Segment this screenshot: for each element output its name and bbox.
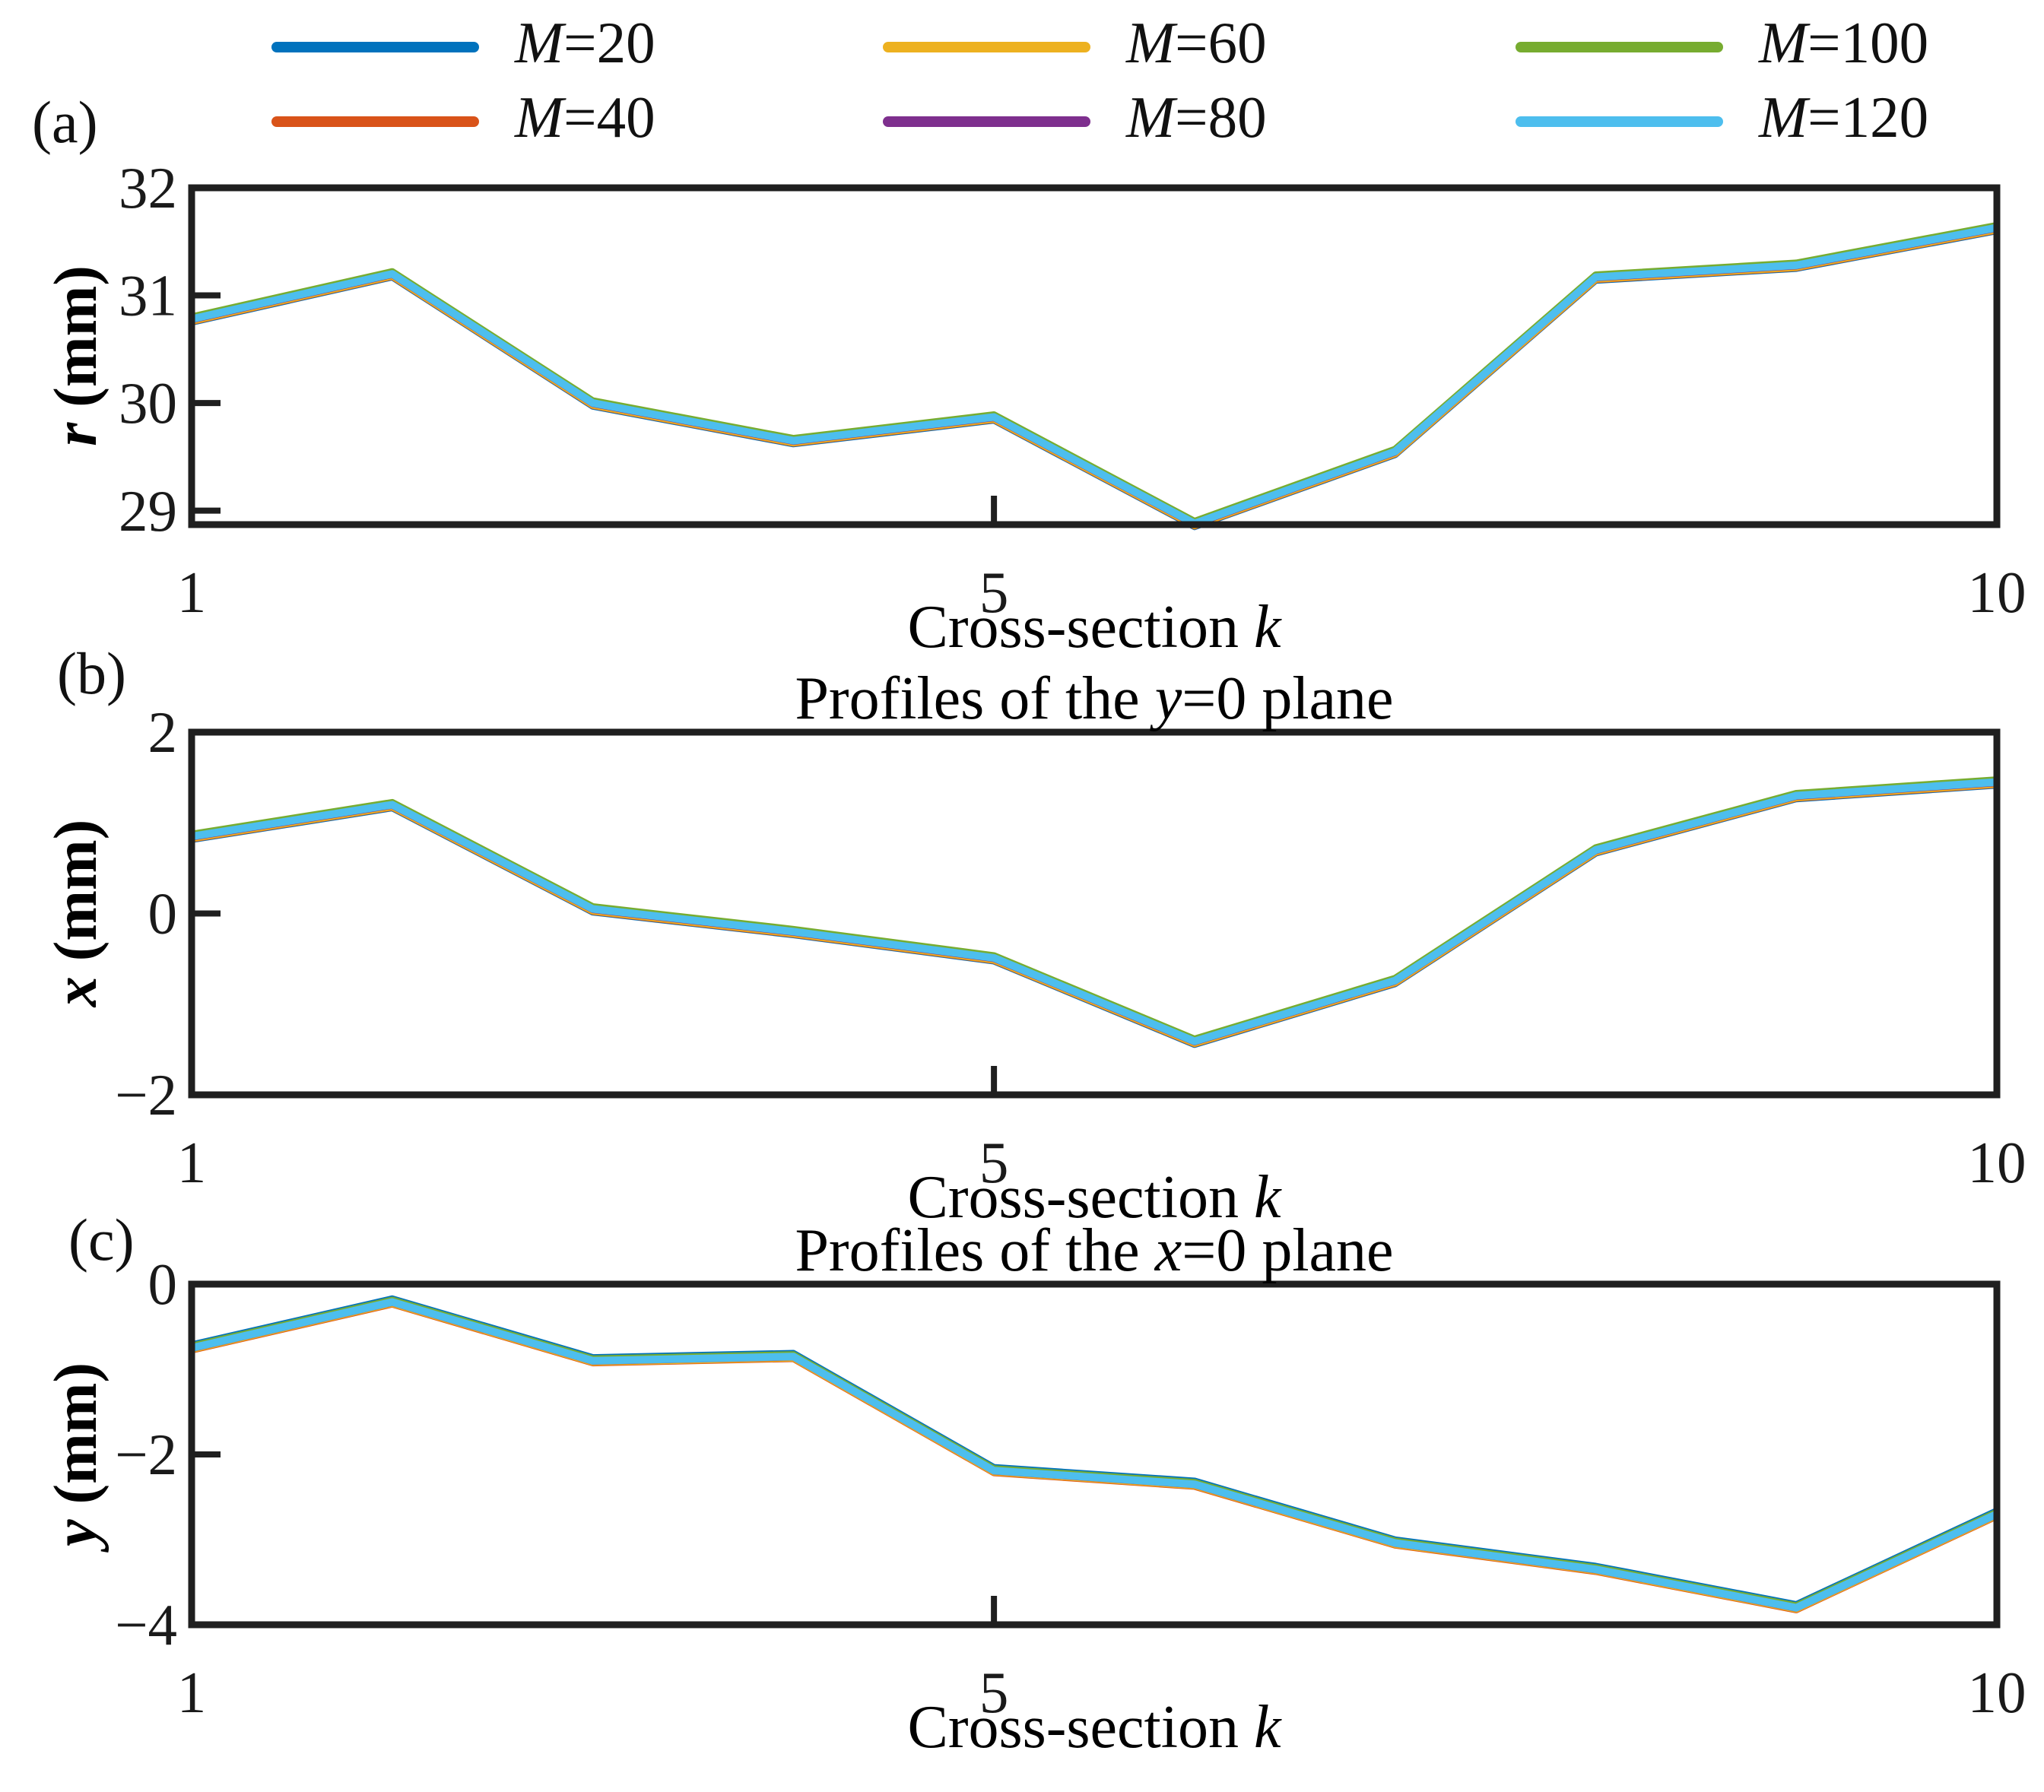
y-tick-label: 2 (148, 699, 178, 765)
panel-label-a: (a) (32, 89, 98, 155)
y-tick-label: 31 (119, 263, 177, 328)
x-tick-label: 5 (979, 1660, 1009, 1725)
legend-label: M=20 (515, 10, 655, 75)
series-line-M=100 (190, 1296, 1998, 1610)
x-tick-label: 1 (177, 1130, 207, 1195)
x-tick-label: 10 (1968, 1660, 2027, 1725)
y-tick-label: 0 (148, 1251, 178, 1317)
legend-label: M=120 (1759, 84, 1929, 150)
axes-box-(a) (188, 184, 2001, 528)
legend-line-swatch (271, 42, 479, 52)
x-tick-label: 1 (177, 1660, 207, 1725)
series-line-M=20 (190, 1295, 1998, 1608)
y-tick-label: −2 (115, 1062, 177, 1128)
x-tick-label: 10 (1968, 1130, 2027, 1195)
series-line-M=120 (190, 1298, 1999, 1612)
series-line-M=80 (191, 1299, 1998, 1612)
legend-line-swatch (1516, 42, 1723, 52)
legend-label: M=80 (1126, 84, 1267, 150)
x-tick-label: 1 (177, 560, 207, 625)
y-tick-label: −2 (115, 1422, 177, 1487)
x-tick-label: 10 (1968, 560, 2027, 625)
y-tick-label: 30 (119, 370, 177, 436)
panel-label-b: (b) (57, 640, 126, 706)
y-tick-label: −4 (115, 1592, 177, 1657)
series-line-M=60 (191, 226, 1998, 529)
y-tick-label: 29 (119, 478, 177, 544)
y-axis-label-b: x (mm) (43, 819, 110, 1007)
x-axis-label-b: Cross-section k (907, 1164, 1281, 1231)
x-axis-label-c: Cross-section k (907, 1694, 1281, 1761)
plot-title-b: Profiles of the y=0 plane (795, 665, 1394, 732)
legend-line-swatch (883, 116, 1090, 127)
legend-label: M=40 (515, 84, 655, 150)
legend-label: M=100 (1759, 10, 1929, 75)
series-line-M=60 (190, 1300, 1998, 1613)
y-tick-label: 0 (148, 881, 178, 947)
series-line-M=120 (191, 778, 1998, 1045)
x-axis-label-a: Cross-section k (907, 594, 1281, 661)
series-line-M=40 (190, 1300, 1998, 1613)
legend-line-swatch (1516, 116, 1723, 127)
x-tick-label: 5 (979, 1130, 1009, 1195)
axes-box-(c) (188, 1280, 2001, 1629)
panel-label-c: (c) (68, 1207, 135, 1273)
legend-label: M=60 (1126, 10, 1267, 75)
series-line-M=120 (190, 224, 1998, 528)
x-tick-label: 5 (979, 560, 1009, 625)
legend-line-swatch (883, 42, 1090, 52)
y-axis-label-a: r (mm) (43, 265, 110, 446)
plot-title-c: Profiles of the x=0 plane (795, 1217, 1394, 1284)
legend-line-swatch (271, 116, 479, 127)
axes-box-(b) (188, 728, 2001, 1099)
series-line-M=60 (191, 780, 1998, 1047)
y-axis-label-c: y (mm) (43, 1362, 110, 1547)
y-tick-label: 32 (119, 155, 177, 220)
